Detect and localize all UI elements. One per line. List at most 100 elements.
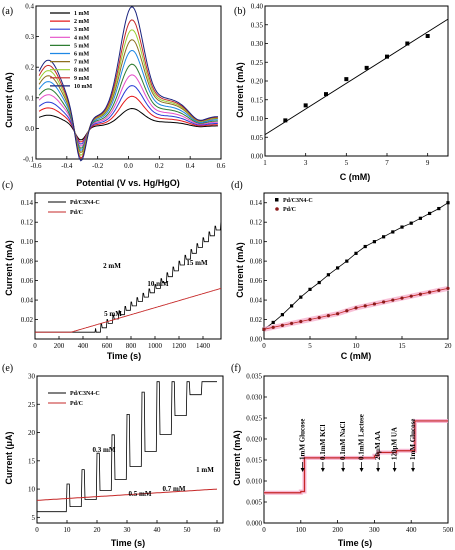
annotation: 10 mM xyxy=(147,280,169,288)
panel-e-ylabel: Current (μA) xyxy=(4,431,14,484)
y-tick-label: 0.2 xyxy=(25,64,34,72)
legend-label: Pd/C3N4-C xyxy=(283,198,313,204)
data-point xyxy=(299,319,303,324)
data-point xyxy=(290,304,294,308)
y-tick-label: 0.25 xyxy=(251,59,264,67)
data-point xyxy=(354,306,358,310)
x-tick-label: 200 xyxy=(332,526,343,534)
arrow-head xyxy=(376,468,381,472)
x-tick-label: 400 xyxy=(406,526,417,534)
x-tick-label: 1 xyxy=(263,159,267,167)
panel-f: (f) Current (mA) Time (s) 0 100 200 300 400 5… xyxy=(231,363,454,548)
legend-label: 6 mM xyxy=(74,52,89,58)
y-tick-label: 0.00 xyxy=(251,153,264,161)
panel-a: (a) Current (mA) Potential (V vs. Hg/HgO… xyxy=(2,3,226,189)
y-tick-label: 0.08 xyxy=(21,258,34,266)
annotation: 120μM UA xyxy=(391,427,399,460)
legend-label: 7 mM xyxy=(74,60,89,66)
x-tick-label: 0.2 xyxy=(155,162,164,170)
y-tick-label: 15 xyxy=(28,457,36,465)
data-point xyxy=(271,325,275,329)
y-tick-label: 0.12 xyxy=(21,219,34,227)
y-tick-label: 0.10 xyxy=(250,238,263,246)
data-point xyxy=(326,273,330,277)
x-tick-label: -0.4 xyxy=(61,162,73,170)
panel-c-ticks: 0 200 400 600 800 1000 1200 1400 0.02 0.04 0.06 0.0… xyxy=(21,199,211,350)
y-tick-label: 0.12 xyxy=(250,219,263,227)
panel-e-xlabel: Time (s) xyxy=(111,538,145,548)
data-point xyxy=(372,302,376,306)
y-tick-label: 0.10 xyxy=(21,238,34,246)
y-tick-label: 0.030 xyxy=(246,394,262,402)
y-tick-label: 0.06 xyxy=(250,277,263,285)
annotation: 0.7 mM xyxy=(163,485,186,493)
y-tick-label: 0.35 xyxy=(251,21,264,29)
x-tick-label: -0.6 xyxy=(30,162,42,170)
data-point xyxy=(428,290,432,294)
data-point xyxy=(308,287,312,291)
data-point xyxy=(400,225,404,229)
data-point xyxy=(409,221,413,225)
data-point xyxy=(428,211,432,216)
data-point xyxy=(299,295,303,299)
panel-f-xlabel: Time (s) xyxy=(338,538,372,548)
cv-curve-1 xyxy=(38,107,218,141)
arrow-head xyxy=(411,468,416,472)
data-point xyxy=(446,286,450,290)
legend-label: 5 mM xyxy=(74,43,89,49)
y-tick-label: 0.1 xyxy=(25,94,34,102)
panel-a-label: (a) xyxy=(2,6,13,17)
legend-label: 1 mM xyxy=(74,11,89,17)
fit-line xyxy=(264,18,449,136)
series-pdc xyxy=(36,488,218,501)
x-tick-label: 7 xyxy=(385,159,389,167)
data-point xyxy=(400,296,404,300)
data-point xyxy=(363,244,367,249)
data-point xyxy=(437,288,441,292)
panel-f-label: (f) xyxy=(231,363,241,374)
y-tick-label: 0.04 xyxy=(250,297,263,305)
y-tick-label: 0.14 xyxy=(250,199,263,207)
annotation: 0.3 mM xyxy=(93,446,116,454)
x-tick-label: -0.2 xyxy=(92,162,104,170)
panel-c-label: (c) xyxy=(2,180,13,191)
data-point xyxy=(271,320,275,325)
panel-c-ylabel: Current (mA) xyxy=(4,240,14,296)
y-tick-label: 0.40 xyxy=(251,3,264,11)
y-tick-label: 0.00 xyxy=(250,336,263,344)
data-point xyxy=(446,201,450,205)
data-point xyxy=(363,304,367,308)
panel-b-label: (b) xyxy=(234,6,246,17)
panel-b: (b) Current (mA) C (mM) 1 3 5 7 9 0.00 0.05 0.1… xyxy=(234,3,449,182)
panel-d-xlabel: C (mM) xyxy=(341,351,372,361)
x-tick-label: 100 xyxy=(296,526,307,534)
annotation: 0.5 mM xyxy=(129,490,152,498)
panel-d-label: (d) xyxy=(231,180,243,191)
x-tick-label: 500 xyxy=(443,526,454,534)
x-tick-label: 1000 xyxy=(148,342,163,350)
panel-b-ticks: 1 3 5 7 9 0.00 0.05 0.10 0.15 0.20 0.25 0.30 0.35 0.4… xyxy=(251,3,430,168)
x-tick-label: 0.6 xyxy=(217,162,226,170)
data-point xyxy=(280,323,284,327)
panel-f-plot: 1mM Glucose 0.1mM KCl 0.1mM NaCl 0.1mM Lact… xyxy=(264,414,448,495)
legend-label: 10 mM xyxy=(74,84,92,90)
x-tick-label: 200 xyxy=(54,342,65,350)
x-tick-label: 60 xyxy=(214,526,222,534)
panel-c-plot: Pd/C3N4-C Pd/C 2 mM 10 mM 15 mM 5 mM xyxy=(35,200,222,333)
y-tick-label: 0.000 xyxy=(246,520,262,528)
x-tick-label: 300 xyxy=(369,526,380,534)
y-tick-label: 0.20 xyxy=(251,78,264,86)
panel-a-curves xyxy=(38,6,218,162)
arrow-head xyxy=(300,468,305,472)
arrow-head xyxy=(341,468,346,472)
panel-b-frame xyxy=(264,5,449,157)
x-tick-label: 3 xyxy=(304,159,308,167)
x-tick-label: 1200 xyxy=(172,342,187,350)
annotation: 1mM Glucose xyxy=(299,419,307,460)
panel-a-xlabel: Potential (V vs. Hg/HgO) xyxy=(76,178,180,188)
cv-curve-3 xyxy=(38,85,218,145)
panel-c-frame xyxy=(34,192,222,340)
cv-curve-9 xyxy=(38,19,218,159)
y-tick-label: 0.14 xyxy=(21,199,34,207)
